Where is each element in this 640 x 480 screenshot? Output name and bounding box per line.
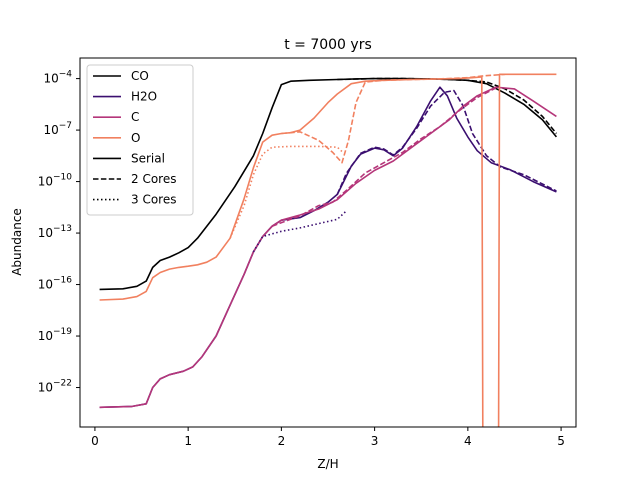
- series-o-2-cores: [281, 73, 506, 164]
- y-tick-label: 10−7: [43, 121, 72, 137]
- series-o-3-cores: [229, 145, 343, 239]
- legend-label: CO: [131, 69, 149, 83]
- y-tick-label: 10−22: [38, 379, 72, 395]
- legend-label: H2O: [131, 90, 157, 104]
- series-c-3-cores: [252, 210, 348, 253]
- x-tick-label: 1: [184, 434, 192, 448]
- y-tick-label: 10−4: [43, 70, 72, 86]
- y-tick-label: 10−19: [38, 327, 73, 343]
- plot-frame: [79, 57, 577, 428]
- legend: CO H2O CO Serial 2 Cores 3 Cores: [86, 64, 194, 216]
- series-co-serial: [99, 77, 558, 291]
- x-tick-label: 0: [91, 434, 99, 448]
- legend-label: C: [131, 110, 139, 124]
- y-axis-label: Abundance: [10, 208, 24, 276]
- series-co-2-cores: [337, 77, 558, 135]
- series-c-2-cores: [271, 87, 497, 227]
- series-o-serial-tail: [497, 73, 557, 427]
- y-tick-label: 10−13: [38, 224, 72, 240]
- x-axis-label: Z/H: [317, 457, 338, 471]
- x-tick-label: 4: [464, 434, 472, 448]
- x-axis: 0 1 2 3 4 5: [91, 427, 565, 448]
- legend-label: 2 Cores: [131, 172, 176, 186]
- legend-label: O: [131, 131, 140, 145]
- x-tick-label: 5: [557, 434, 565, 448]
- series-c-serial: [99, 86, 557, 409]
- y-tick-label: 10−10: [38, 173, 73, 189]
- x-tick-label: 3: [371, 434, 379, 448]
- y-axis: 10−22 10−19 10−16 10−13 10−10 10−7 10−4: [38, 70, 80, 395]
- legend-label: 3 Cores: [131, 193, 176, 207]
- series-h2o-2-cores: [336, 89, 557, 195]
- x-tick-label: 2: [278, 434, 286, 448]
- legend-label: Serial: [131, 151, 165, 165]
- y-tick-label: 10−16: [38, 276, 73, 292]
- legend-box: [86, 64, 194, 216]
- chart-title: t = 7000 yrs: [284, 37, 372, 53]
